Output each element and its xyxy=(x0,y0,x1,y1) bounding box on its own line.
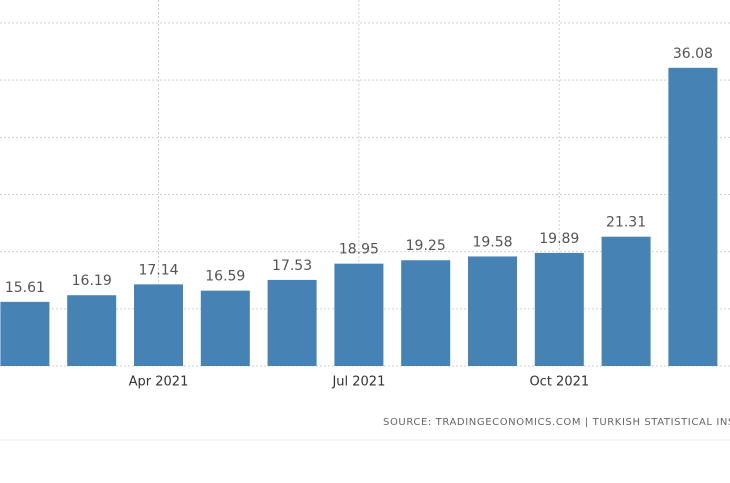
value-label: 19.25 xyxy=(406,238,446,254)
value-label: 19.58 xyxy=(472,234,512,250)
value-label: 21.31 xyxy=(606,215,646,231)
value-label: 17.14 xyxy=(138,262,178,278)
value-label: 15.61 xyxy=(5,280,45,296)
bar xyxy=(334,263,384,366)
x-tick-label: Jul 2021 xyxy=(331,375,385,390)
x-tick-label: Apr 2021 xyxy=(129,375,189,390)
x-tick-label: Oct 2021 xyxy=(529,375,589,390)
value-label: 16.19 xyxy=(72,273,112,289)
bar xyxy=(401,260,451,366)
value-label: 36.08 xyxy=(673,46,713,62)
bar xyxy=(67,295,117,366)
bar xyxy=(468,256,517,366)
bar xyxy=(267,279,317,366)
value-label: 19.89 xyxy=(539,231,579,247)
bar xyxy=(0,301,50,366)
bar xyxy=(534,252,584,366)
bar xyxy=(200,290,250,366)
value-label: 18.95 xyxy=(339,242,379,258)
bar xyxy=(134,284,183,366)
bar xyxy=(601,236,651,366)
bar xyxy=(668,67,718,366)
value-label: 16.59 xyxy=(205,269,245,285)
value-label: 17.53 xyxy=(272,258,312,274)
source-note: SOURCE: TRADINGECONOMICS.COM | TURKISH S… xyxy=(383,417,730,428)
